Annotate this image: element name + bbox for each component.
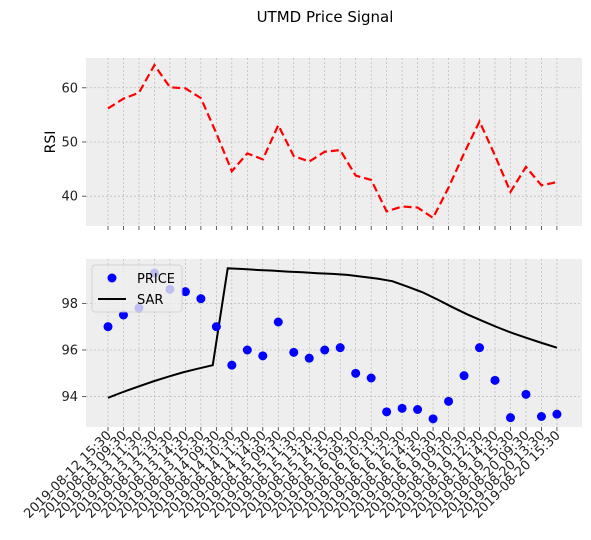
rsi-grid	[86, 58, 582, 226]
legend-price-marker	[107, 273, 117, 283]
price-point	[351, 368, 361, 378]
price-point	[211, 322, 221, 332]
legend-price-label: PRICE	[137, 272, 175, 287]
rsi-y-ticks: 40 50 60	[61, 81, 558, 230]
price-points	[103, 268, 562, 424]
y-tick-label: 60	[61, 81, 78, 96]
legend: PRICE SAR	[91, 264, 183, 313]
price-point	[366, 373, 376, 383]
price-point	[505, 413, 515, 423]
price-point	[258, 351, 268, 361]
price-point	[242, 345, 252, 355]
price-point	[490, 375, 500, 385]
price-point	[521, 389, 531, 399]
price-point	[428, 414, 438, 424]
price-point	[413, 405, 423, 414]
sar-line	[107, 267, 558, 399]
price-point	[475, 343, 485, 353]
rsi-ylabel: RSI	[43, 131, 59, 154]
price-point	[335, 343, 345, 353]
y-tick-label: 50	[61, 136, 78, 151]
price-point	[196, 294, 206, 304]
rsi-line	[107, 62, 558, 220]
price-point	[382, 407, 392, 417]
y-tick-label: 96	[61, 344, 78, 359]
y-tick-label: 98	[61, 297, 78, 312]
y-tick-label: 94	[61, 390, 78, 405]
price-point	[289, 347, 299, 357]
price-point	[397, 403, 407, 413]
price-point	[320, 345, 330, 355]
price-point	[536, 412, 546, 421]
price-y-ticks: 94 96 98	[61, 297, 558, 431]
legend-sar-label: SAR	[137, 293, 163, 308]
price-point	[273, 317, 283, 327]
price-point	[180, 287, 190, 297]
price-point	[227, 360, 237, 370]
price-point	[444, 396, 454, 406]
price-point	[552, 409, 562, 419]
chart-title: UTMD Price Signal	[257, 8, 394, 26]
price-point	[459, 371, 469, 381]
price-point	[304, 353, 314, 363]
rsi-panel: 40 50 60 RSI	[43, 58, 582, 230]
price-point	[118, 310, 128, 320]
y-tick-label: 40	[61, 190, 78, 205]
price-point	[103, 322, 113, 332]
